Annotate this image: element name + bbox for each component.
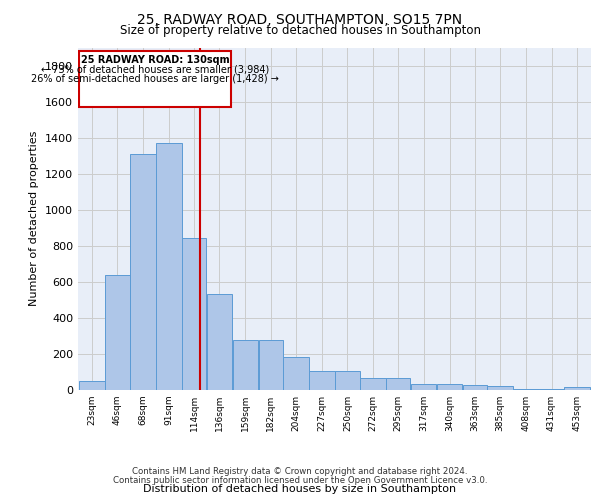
Bar — [487, 386, 513, 390]
Bar — [182, 238, 206, 390]
Bar — [437, 384, 462, 390]
Bar — [514, 389, 539, 390]
Text: 25 RADWAY ROAD: 130sqm: 25 RADWAY ROAD: 130sqm — [80, 55, 229, 65]
Text: ← 73% of detached houses are smaller (3,984): ← 73% of detached houses are smaller (3,… — [41, 64, 269, 74]
Bar — [564, 388, 590, 390]
Bar — [360, 378, 386, 390]
Bar — [463, 384, 487, 390]
Text: Size of property relative to detached houses in Southampton: Size of property relative to detached ho… — [119, 24, 481, 37]
Bar — [386, 378, 410, 390]
Bar — [207, 294, 232, 390]
Text: 26% of semi-detached houses are larger (1,428) →: 26% of semi-detached houses are larger (… — [31, 74, 279, 84]
Text: 25, RADWAY ROAD, SOUTHAMPTON, SO15 7PN: 25, RADWAY ROAD, SOUTHAMPTON, SO15 7PN — [137, 12, 463, 26]
Y-axis label: Number of detached properties: Number of detached properties — [29, 131, 40, 306]
Bar — [233, 340, 258, 390]
Bar — [156, 143, 182, 390]
Bar — [310, 371, 335, 390]
Text: Distribution of detached houses by size in Southampton: Distribution of detached houses by size … — [143, 484, 457, 494]
Bar — [130, 154, 155, 390]
Bar — [79, 51, 232, 107]
Bar — [283, 356, 309, 390]
Bar — [411, 384, 436, 390]
Bar — [335, 371, 359, 390]
Bar — [259, 340, 283, 390]
Bar — [79, 381, 105, 390]
Bar — [105, 274, 130, 390]
Text: Contains public sector information licensed under the Open Government Licence v3: Contains public sector information licen… — [113, 476, 487, 485]
Bar — [539, 389, 564, 390]
Text: Contains HM Land Registry data © Crown copyright and database right 2024.: Contains HM Land Registry data © Crown c… — [132, 467, 468, 476]
